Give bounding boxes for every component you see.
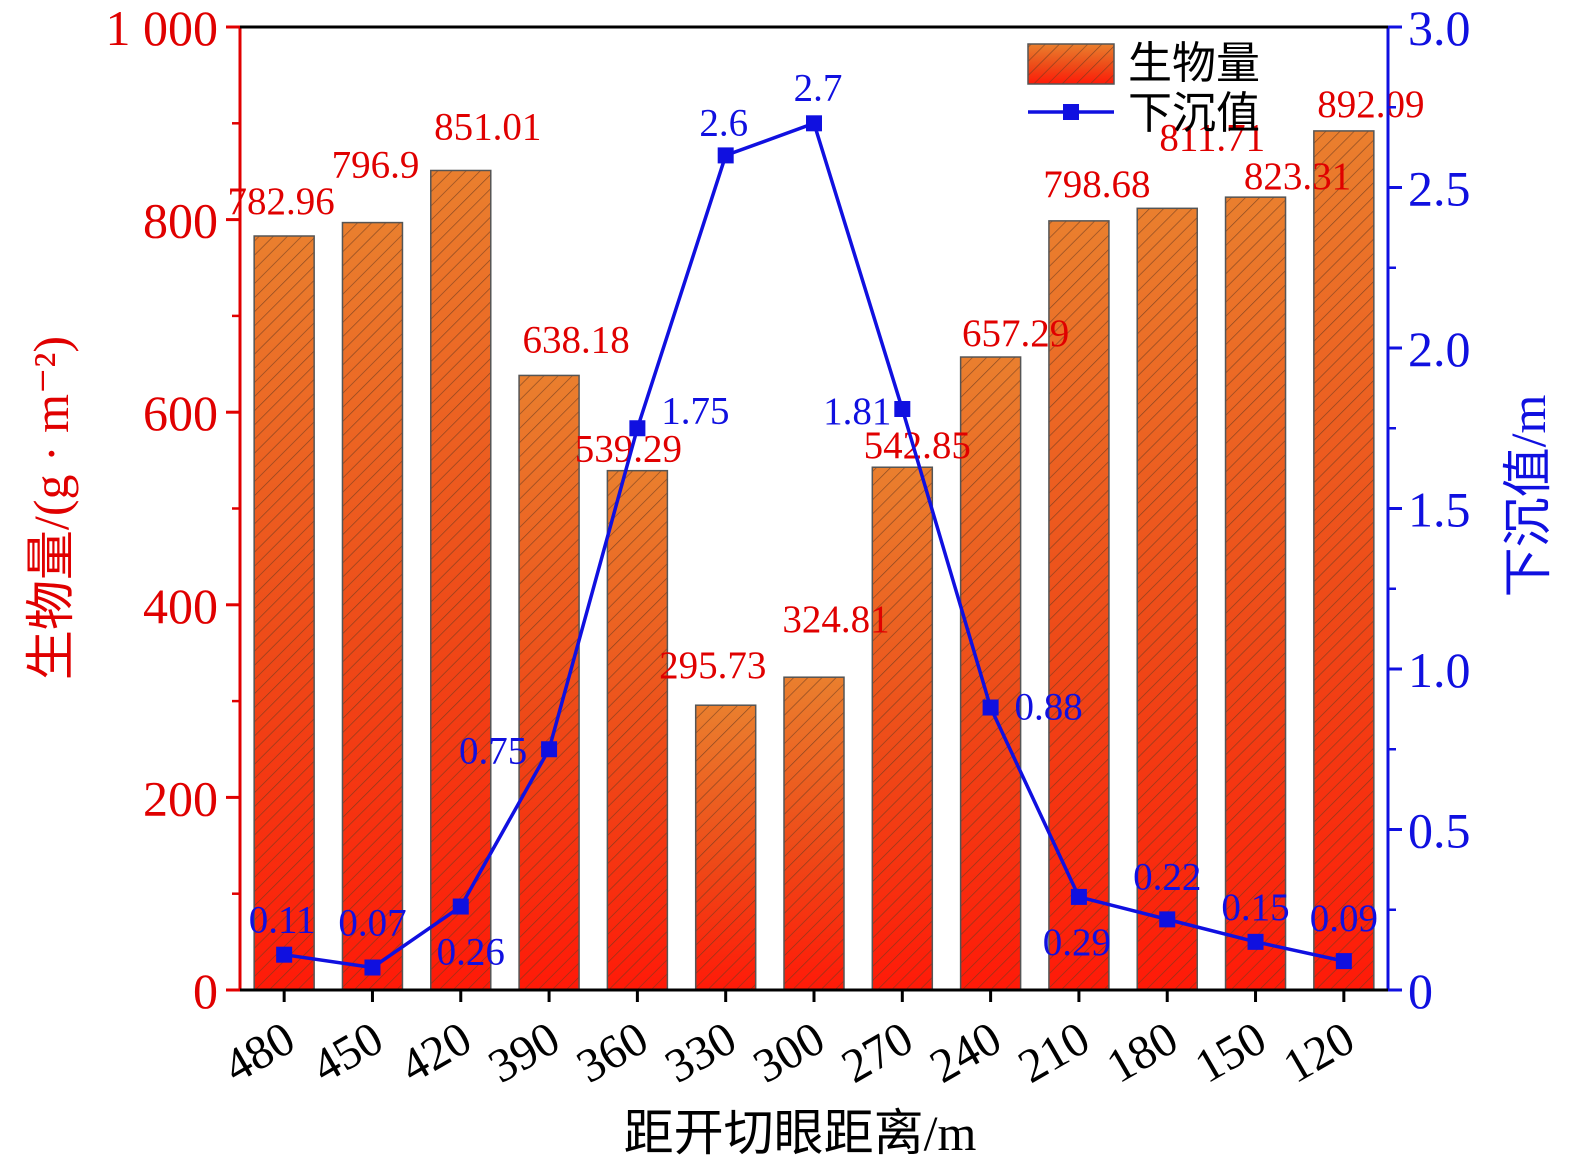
- right-axis-tick-label: 1.5: [1408, 482, 1471, 538]
- bar-hatch: [1313, 130, 1375, 991]
- right-axis-tick-label: 1.0: [1408, 642, 1471, 698]
- line-data-label: 0.75: [459, 729, 527, 772]
- line-data-label: 0.07: [338, 902, 406, 945]
- line-point: [276, 946, 293, 963]
- bar-data-label: 324.81: [782, 598, 889, 641]
- legend-bar-label: 生物量: [1128, 39, 1260, 88]
- line-data-label: 2.7: [794, 66, 843, 109]
- bar-data-label: 796.9: [332, 144, 420, 187]
- bar-data-label: 782.96: [228, 180, 335, 223]
- line-data-label: 2.6: [699, 101, 748, 144]
- bar-data-label: 823.31: [1244, 155, 1351, 198]
- line-point: [894, 400, 911, 417]
- line-point: [1070, 888, 1087, 905]
- x-axis-tick-label: 420: [391, 1012, 480, 1094]
- bar-data-label: 657.29: [962, 312, 1069, 355]
- left-axis-tick-label: 200: [143, 770, 218, 826]
- x-axis-tick-label: 480: [215, 1012, 304, 1094]
- left-axis-tick-label: 1 000: [106, 0, 219, 56]
- right-axis-tick-label: 2.5: [1408, 161, 1471, 217]
- bar-hatch: [1136, 207, 1198, 991]
- line-data-label: 0.09: [1310, 897, 1378, 940]
- bar-data-label: 638.18: [522, 318, 629, 361]
- line-point: [541, 741, 558, 758]
- bar-hatch: [430, 169, 492, 991]
- line-point: [806, 115, 822, 132]
- bar-hatch: [694, 704, 757, 991]
- x-axis-tick-label: 180: [1098, 1012, 1187, 1094]
- bar-hatch: [518, 374, 580, 991]
- right-axis-title: 下沉值/m: [1500, 395, 1556, 598]
- line-point: [982, 699, 999, 716]
- line-point: [364, 959, 381, 976]
- line-data-label: 0.11: [249, 899, 316, 942]
- legend-bar-swatch-hatch: [1027, 43, 1115, 85]
- line-data-label: 1.75: [661, 389, 729, 432]
- line-data-label: 0.29: [1043, 921, 1111, 964]
- right-axis-tick-label: 0: [1408, 963, 1433, 1019]
- right-axis-tick-label: 0.5: [1408, 803, 1471, 859]
- bar-data-label: 851.01: [434, 105, 541, 148]
- line-data-label: 0.22: [1133, 855, 1201, 898]
- bar-hatch: [959, 356, 1022, 991]
- line-data-label: 0.15: [1221, 886, 1289, 929]
- x-axis-tick-label: 390: [480, 1012, 569, 1094]
- x-axis-tick-label: 120: [1274, 1012, 1363, 1094]
- x-axis-tick-label: 270: [833, 1012, 922, 1094]
- left-axis-tick-label: 400: [143, 578, 218, 634]
- bar-data-label: 892.09: [1317, 83, 1424, 126]
- x-axis-tick-label: 450: [303, 1012, 392, 1094]
- bar-hatch: [1224, 196, 1287, 991]
- left-axis-title: 生物量/(g · m⁻²): [23, 336, 79, 680]
- bar-hatch: [783, 676, 845, 991]
- bar-data-label: 798.68: [1043, 163, 1150, 206]
- left-axis-tick-label: 0: [193, 963, 218, 1019]
- line-data-label: 0.26: [437, 931, 505, 974]
- bar-hatch: [871, 466, 934, 991]
- right-axis-tick-label: 2.0: [1408, 321, 1471, 377]
- x-axis-tick-label: 360: [568, 1012, 657, 1094]
- left-axis-tick-label: 600: [143, 385, 218, 441]
- legend-line-label: 下沉值: [1128, 89, 1260, 138]
- line-point: [452, 898, 469, 915]
- bar-data-label: 295.73: [659, 644, 766, 687]
- line-data-label: 0.88: [1014, 686, 1082, 729]
- x-axis-title: 距开切眼距离/m: [624, 1105, 977, 1161]
- bar-hatch: [1048, 220, 1110, 991]
- line-point: [717, 147, 734, 164]
- line-point: [1159, 911, 1176, 928]
- line-point: [1335, 953, 1352, 970]
- bar-data-label: 811.71: [1159, 116, 1265, 159]
- x-axis-tick-label: 210: [1010, 1012, 1099, 1094]
- x-axis-tick-label: 330: [656, 1012, 745, 1094]
- line-data-label: 1.81: [823, 390, 891, 433]
- bar-hatch: [341, 221, 404, 991]
- left-axis-tick-label: 800: [143, 193, 218, 249]
- x-axis-tick-label: 240: [921, 1012, 1010, 1094]
- line-point: [629, 420, 646, 437]
- bar-hatch: [253, 235, 315, 991]
- x-axis-tick-label: 150: [1186, 1012, 1275, 1094]
- legend-line-marker: [1063, 104, 1079, 120]
- line-point: [1247, 933, 1264, 950]
- bar-hatch: [606, 469, 669, 991]
- right-axis-tick-label: 3.0: [1408, 0, 1471, 56]
- x-axis-tick-label: 300: [745, 1012, 834, 1094]
